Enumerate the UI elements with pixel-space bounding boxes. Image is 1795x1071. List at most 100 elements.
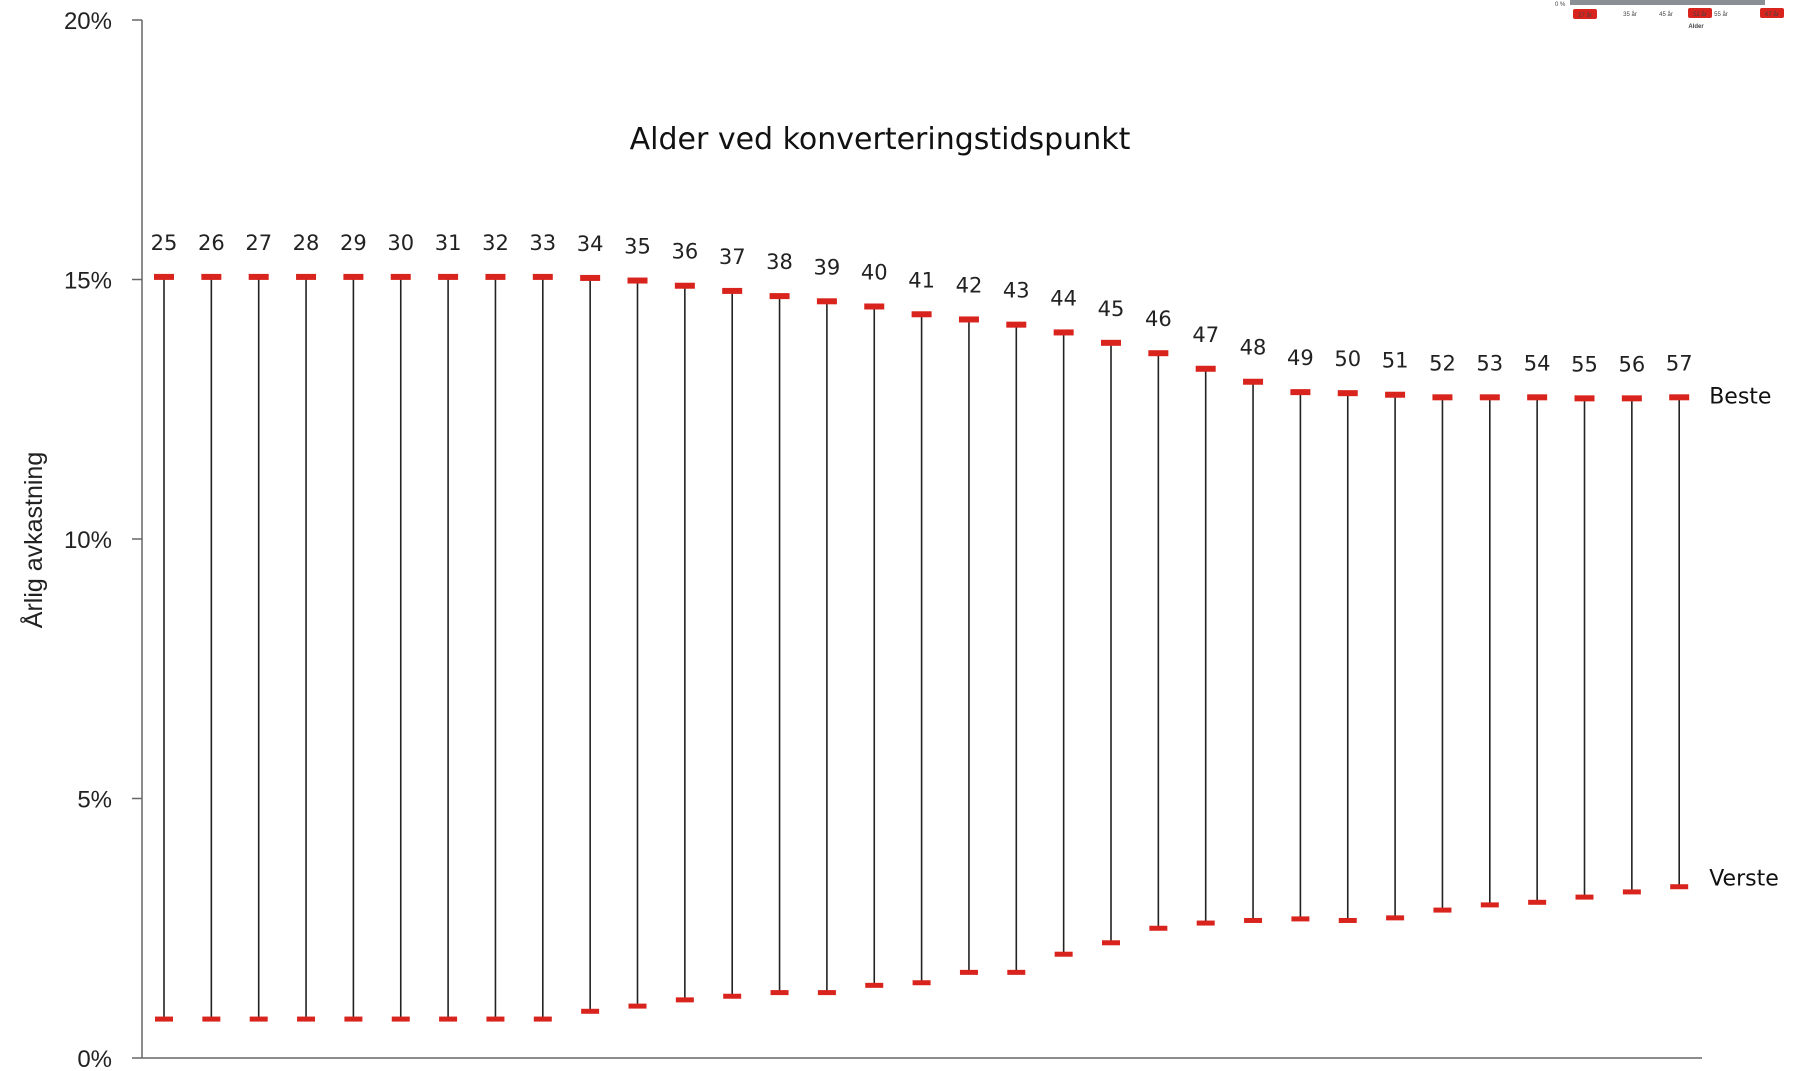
worst-marker <box>628 1003 647 1009</box>
worst-marker <box>1007 969 1026 975</box>
y-tick-label: 0% <box>77 1046 112 1071</box>
age-label: 39 <box>814 255 841 279</box>
age-label: 53 <box>1476 351 1503 375</box>
age-label: 35 <box>624 235 651 259</box>
age-label: 37 <box>719 245 746 269</box>
worst-marker <box>865 982 884 988</box>
inset-badge-3-label: 67 år <box>1765 11 1779 18</box>
best-marker <box>864 303 885 310</box>
best-marker <box>816 298 837 305</box>
worst-marker <box>1054 951 1073 957</box>
best-marker <box>1669 394 1690 401</box>
inset-xlabel: Alder <box>1688 24 1704 30</box>
best-marker <box>1527 394 1548 401</box>
worst-marker <box>1480 902 1499 908</box>
inset-tick-1: 35 år <box>1623 11 1637 18</box>
best-marker <box>1290 389 1311 396</box>
best-marker <box>390 273 411 280</box>
worst-marker <box>912 980 931 986</box>
worst-marker <box>1291 916 1310 922</box>
worst-marker <box>675 997 694 1003</box>
best-marker <box>1243 378 1264 385</box>
best-marker <box>1195 365 1216 372</box>
worst-marker <box>533 1016 552 1022</box>
y-tick-label: 15% <box>64 268 112 295</box>
best-marker <box>1337 390 1358 397</box>
inset-badge-2-label: 52 år <box>1693 11 1707 18</box>
best-marker <box>627 277 648 284</box>
worst-marker <box>1528 899 1547 905</box>
worst-marker <box>959 969 978 975</box>
inset-bar <box>1570 0 1765 5</box>
inset-tick-2: 45 år <box>1659 11 1673 18</box>
worst-marker <box>439 1016 458 1022</box>
age-label: 30 <box>387 231 414 255</box>
y-axis-label: Årlig avkastning <box>18 452 48 628</box>
age-label: 49 <box>1287 346 1314 370</box>
best-marker <box>485 273 506 280</box>
worst-marker <box>249 1016 268 1022</box>
age-label: 46 <box>1145 307 1172 331</box>
age-label: 36 <box>671 240 698 264</box>
legend-label-beste: Beste <box>1709 384 1771 409</box>
best-marker <box>154 273 174 280</box>
age-label: 33 <box>529 231 556 255</box>
y-tick-label: 5% <box>77 787 112 814</box>
age-label: 42 <box>956 273 983 297</box>
age-label: 52 <box>1429 351 1456 375</box>
age-label: 55 <box>1571 352 1598 376</box>
age-label: 32 <box>482 231 509 255</box>
worst-marker <box>391 1016 410 1022</box>
worst-marker <box>344 1016 363 1022</box>
best-marker <box>1574 395 1595 402</box>
best-marker <box>1621 395 1642 402</box>
worst-marker <box>1575 894 1594 900</box>
age-label: 27 <box>245 231 272 255</box>
best-marker <box>580 274 601 281</box>
y-axis: 0% 5% 10% 15% 20% <box>64 8 143 1071</box>
best-marker <box>296 273 317 280</box>
age-label: 47 <box>1192 323 1219 347</box>
age-label: 26 <box>198 231 225 255</box>
best-marker <box>1385 391 1406 398</box>
age-label: 34 <box>577 232 604 256</box>
worst-marker <box>202 1016 221 1022</box>
legend-label-verste: Verste <box>1709 867 1779 892</box>
age-label: 54 <box>1524 351 1551 375</box>
inset-zero-label: 0 % <box>1555 2 1566 8</box>
age-label: 38 <box>766 250 793 274</box>
best-marker <box>1053 329 1074 336</box>
best-marker <box>958 316 979 323</box>
worst-marker <box>1670 884 1689 890</box>
inset-badge-1 <box>1573 9 1597 19</box>
age-label: 40 <box>861 260 888 284</box>
worst-marker <box>1102 940 1120 946</box>
age-label: 43 <box>1003 279 1030 303</box>
worst-marker <box>770 990 789 996</box>
worst-marker <box>1386 915 1405 921</box>
best-marker <box>438 273 459 280</box>
y-tick-group: 0% 5% 10% 15% 20% <box>64 8 142 1071</box>
age-label: 28 <box>293 231 320 255</box>
best-marker <box>911 311 932 318</box>
best-marker <box>343 273 364 280</box>
inset-badge-1-label: 27 år <box>1578 12 1592 19</box>
worst-marker <box>297 1016 316 1022</box>
best-marker <box>1101 339 1121 346</box>
worst-marker <box>723 993 742 999</box>
age-label: 29 <box>340 231 367 255</box>
worst-marker <box>1433 907 1452 913</box>
best-marker <box>532 273 553 280</box>
worst-marker <box>1338 917 1357 923</box>
worst-marker <box>1149 925 1168 931</box>
chart-title: Alder ved konverteringstidspunkt <box>630 122 1131 157</box>
best-marker <box>248 273 269 280</box>
age-label: 25 <box>151 231 178 255</box>
worst-marker <box>1244 917 1263 923</box>
age-label: 44 <box>1050 286 1077 310</box>
best-marker <box>1148 350 1169 357</box>
y-tick-label: 10% <box>64 527 112 554</box>
worst-marker <box>1196 920 1215 926</box>
age-label: 57 <box>1666 351 1693 375</box>
